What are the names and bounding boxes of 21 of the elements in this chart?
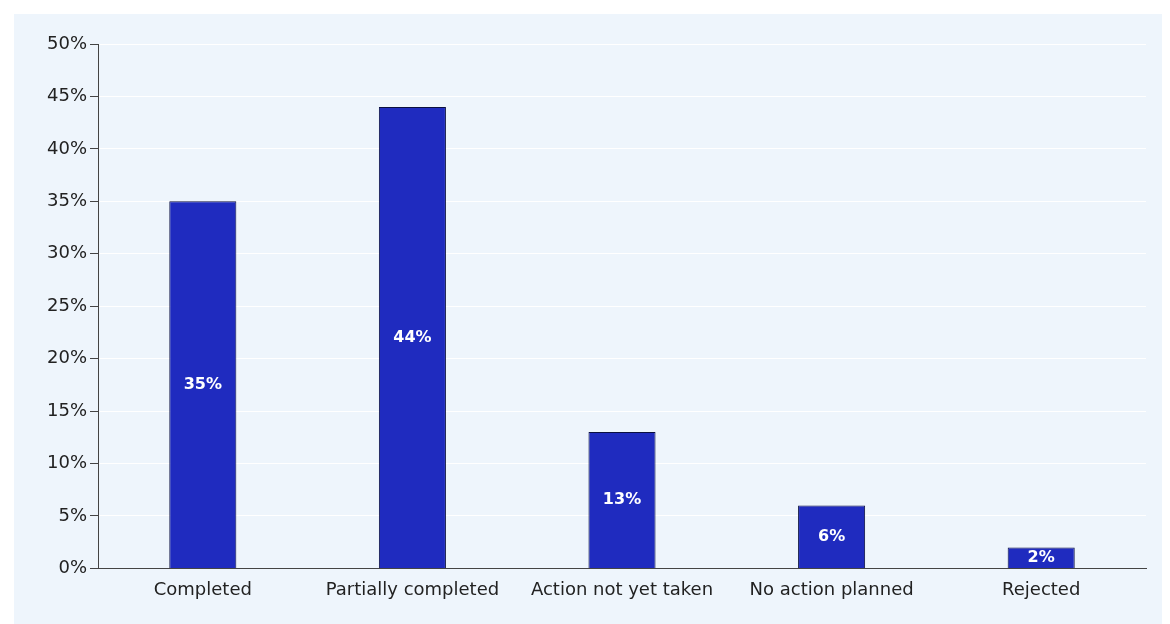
- y-tick-label: 45%: [46, 84, 88, 106]
- y-tick-label: 35%: [46, 188, 88, 210]
- data-label: 6%: [818, 525, 846, 545]
- y-tick-label: 5%: [58, 503, 88, 525]
- x-tick-label: No action planned: [749, 577, 914, 599]
- data-label: 44%: [393, 326, 432, 346]
- data-label: 35%: [183, 373, 222, 393]
- y-tick-label: 40%: [46, 136, 88, 158]
- y-tick-label: 30%: [46, 241, 88, 263]
- y-tick-label: 0%: [58, 556, 88, 578]
- x-tick-label: Rejected: [1002, 577, 1081, 599]
- y-tick-label: 15%: [46, 398, 88, 420]
- data-label: 13%: [602, 489, 642, 509]
- data-label: 2%: [1027, 546, 1055, 566]
- x-tick-label: Partially completed: [325, 577, 500, 599]
- x-tick-label: Completed: [153, 577, 252, 599]
- y-tick-label: 50%: [46, 31, 88, 53]
- y-tick-label: 25%: [46, 293, 88, 315]
- x-tick-label: Action not yet taken: [530, 577, 714, 599]
- y-tick-label: 20%: [46, 346, 88, 368]
- y-tick-label: 10%: [46, 451, 88, 473]
